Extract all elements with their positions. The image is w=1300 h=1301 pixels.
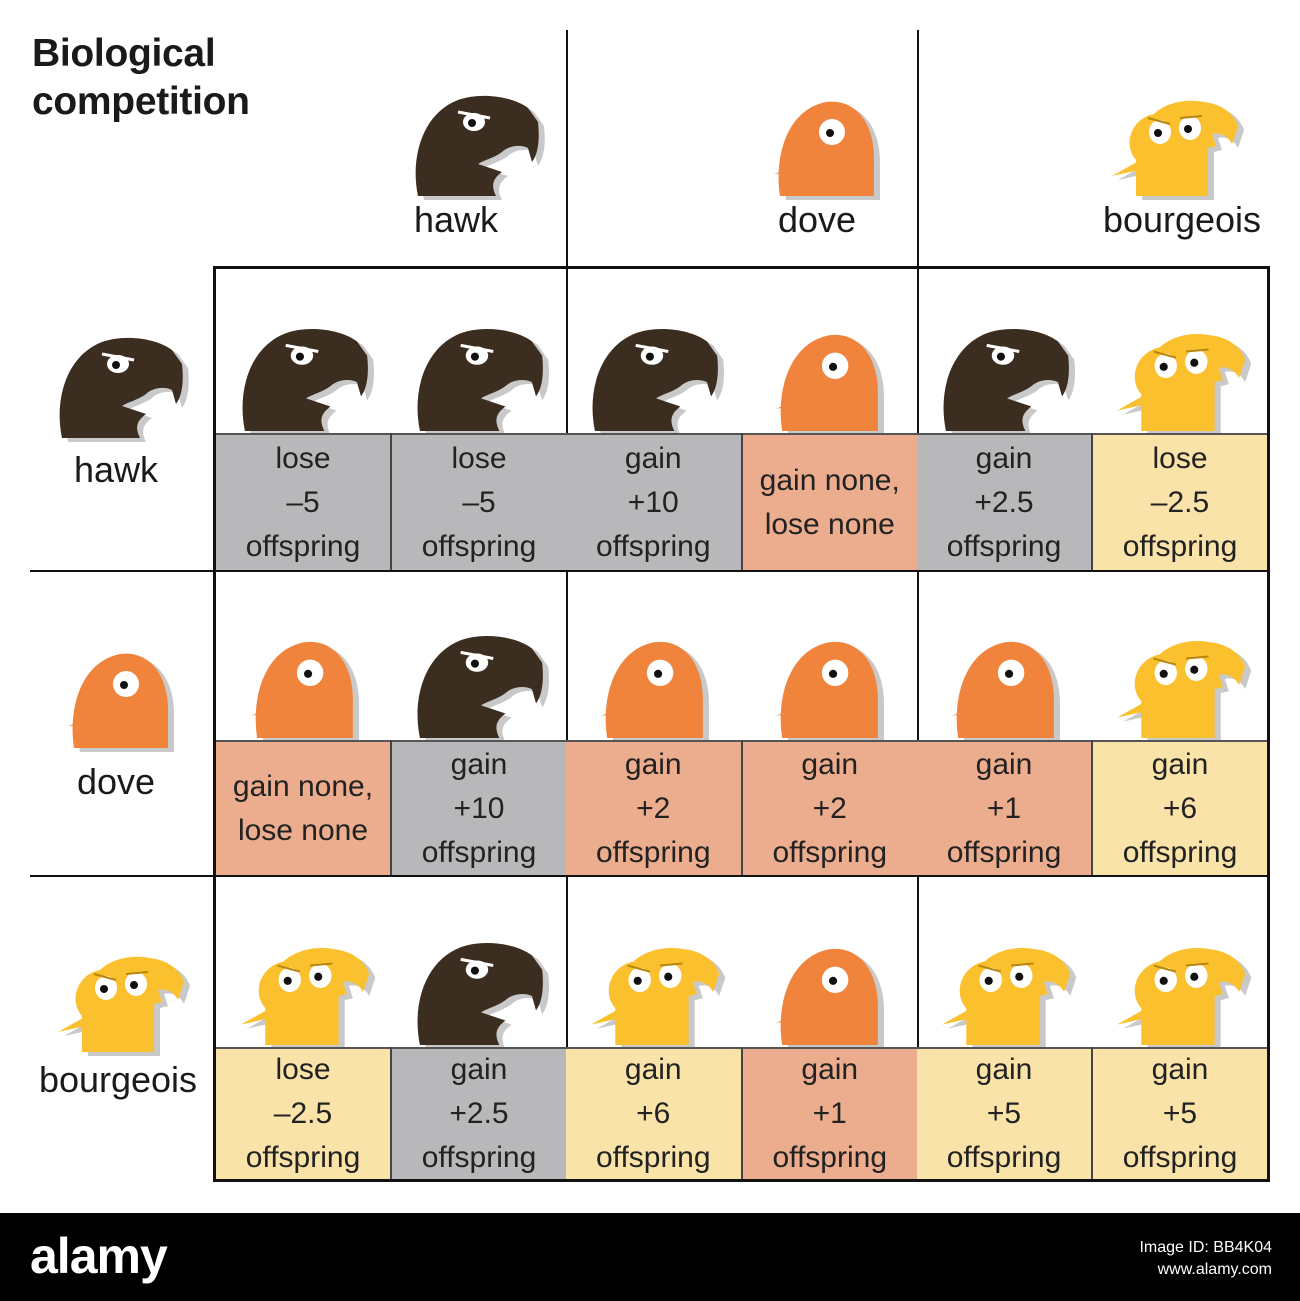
- cell-split-divider: [390, 433, 392, 570]
- row-label-hawk: hawk: [73, 449, 159, 490]
- hawk-head-icon: [415, 95, 545, 200]
- row-divider-1: [30, 570, 216, 572]
- hawk-head-icon: [417, 942, 549, 1050]
- bourgeois-head-icon: [590, 947, 726, 1050]
- table-col-divider-1: [566, 266, 568, 1182]
- payoff-cell-dove-vs-dove-row-player: gain +2 offspring: [566, 740, 741, 875]
- payoff-text: lose –2.5 offspring: [245, 1053, 361, 1174]
- payoff-cell-dove-vs-bourgeois-col-player: gain +6 offspring: [1093, 740, 1267, 875]
- bourgeois-head-icon: [240, 947, 375, 1050]
- cell-split-divider: [740, 740, 743, 875]
- hawk-head-icon: [59, 337, 189, 442]
- table-row-divider-2: [213, 875, 1270, 877]
- row-label-dove: dove: [76, 761, 156, 802]
- payoff-text: gain none, lose none: [232, 769, 374, 847]
- footer-info: Image ID: BB4K04 www.alamy.com: [1139, 1237, 1272, 1281]
- cell-split-divider: [390, 1047, 392, 1179]
- hawk-head-icon: [417, 635, 549, 743]
- table-border-right: [1267, 266, 1270, 1182]
- payoff-cell-hawk-vs-hawk-col-player: lose –5 offspring: [392, 433, 566, 570]
- dove-head-icon: [776, 641, 885, 743]
- footer-image-id: Image ID: BB4K04: [1139, 1239, 1272, 1256]
- payoff-cell-bourgeois-vs-hawk-row-player: lose –2.5 offspring: [216, 1047, 390, 1179]
- payoff-text: gain +6 offspring: [1122, 747, 1238, 869]
- page-title: Biological competition: [32, 32, 250, 123]
- hawk-head-icon: [943, 328, 1075, 436]
- payoff-text: gain +2.5 offspring: [421, 1053, 537, 1174]
- payoff-text: gain +10 offspring: [595, 441, 711, 563]
- dove-head-icon: [250, 641, 359, 743]
- payoff-text: lose –2.5 offspring: [1122, 441, 1238, 563]
- cell-split-divider: [740, 1047, 743, 1179]
- payoff-text: lose –5 offspring: [245, 441, 361, 563]
- cell-split-divider: [390, 740, 392, 875]
- cell-split-divider: [1091, 740, 1093, 875]
- bourgeois-head-icon: [941, 947, 1076, 1050]
- bourgeois-head-icon: [1112, 100, 1244, 200]
- cell-split-divider: [1091, 1047, 1093, 1179]
- payoff-cell-bourgeois-vs-bourgeois-col-player: gain +5 offspring: [1093, 1047, 1267, 1179]
- payoff-cell-dove-vs-hawk-row-player: gain none, lose none: [216, 740, 390, 875]
- footer-bar: alamy Image ID: BB4K04 www.alamy.com: [0, 1213, 1300, 1301]
- payoff-text: gain +2.5 offspring: [946, 441, 1062, 563]
- row-divider-2: [30, 875, 216, 877]
- table-border-top: [213, 266, 1270, 269]
- payoff-text: gain +1 offspring: [946, 747, 1062, 869]
- column-label-bourgeois: bourgeois: [1102, 199, 1262, 240]
- dove-head-icon: [776, 334, 885, 436]
- header-divider-1: [566, 30, 568, 270]
- payoff-text: gain +5 offspring: [1122, 1053, 1238, 1174]
- payoff-text: gain +1 offspring: [772, 1053, 888, 1174]
- payoff-cell-dove-vs-bourgeois-row-player: gain +1 offspring: [917, 740, 1091, 875]
- dove-head-icon: [774, 101, 880, 200]
- payoff-text: gain +6 offspring: [595, 1053, 711, 1174]
- header-divider-2: [917, 30, 919, 270]
- payoff-text: gain +2 offspring: [772, 747, 888, 869]
- payoff-cell-hawk-vs-hawk-row-player: lose –5 offspring: [216, 433, 390, 570]
- column-label-hawk: hawk: [413, 199, 499, 240]
- payoff-cell-bourgeois-vs-dove-col-player: gain +1 offspring: [742, 1047, 917, 1179]
- payoff-cell-hawk-vs-dove-col-player: gain none, lose none: [742, 433, 917, 570]
- footer-brand-logo: alamy: [30, 1228, 168, 1284]
- dove-head-icon: [68, 653, 174, 752]
- cell-split-divider: [740, 433, 743, 570]
- column-label-dove: dove: [777, 199, 857, 240]
- footer-url: www.alamy.com: [1157, 1261, 1272, 1278]
- payoff-cell-dove-vs-dove-col-player: gain +2 offspring: [742, 740, 917, 875]
- hawk-head-icon: [242, 328, 374, 436]
- payoff-cell-dove-vs-hawk-col-player: gain +10 offspring: [392, 740, 566, 875]
- hawk-head-icon: [417, 328, 549, 436]
- row-label-bourgeois: bourgeois: [38, 1059, 198, 1100]
- payoff-cell-bourgeois-vs-dove-row-player: gain +6 offspring: [566, 1047, 741, 1179]
- dove-head-icon: [951, 641, 1060, 743]
- table-border-bottom: [213, 1179, 1270, 1182]
- payoff-text: gain none, lose none: [759, 463, 900, 541]
- payoff-cell-hawk-vs-dove-row-player: gain +10 offspring: [566, 433, 741, 570]
- payoff-cell-bourgeois-vs-hawk-col-player: gain +2.5 offspring: [392, 1047, 566, 1179]
- table-col-divider-2: [917, 266, 919, 1182]
- payoff-text: gain +5 offspring: [946, 1053, 1062, 1174]
- dove-head-icon: [600, 641, 709, 743]
- dove-head-icon: [776, 948, 885, 1050]
- payoff-cell-hawk-vs-bourgeois-row-player: gain +2.5 offspring: [917, 433, 1091, 570]
- payoff-text: gain +10 offspring: [421, 747, 537, 869]
- payoff-cell-bourgeois-vs-bourgeois-row-player: gain +5 offspring: [917, 1047, 1091, 1179]
- table-row-divider-1: [213, 570, 1270, 572]
- table-border-left: [213, 266, 216, 1182]
- payoff-text: lose –5 offspring: [421, 441, 537, 563]
- payoff-cell-hawk-vs-bourgeois-col-player: lose –2.5 offspring: [1093, 433, 1267, 570]
- hawk-head-icon: [592, 328, 724, 436]
- cell-split-divider: [1091, 433, 1093, 570]
- bourgeois-head-icon: [1116, 947, 1251, 1050]
- bourgeois-head-icon: [1116, 333, 1251, 436]
- bourgeois-head-icon: [1116, 640, 1251, 743]
- bourgeois-head-icon: [58, 956, 190, 1056]
- payoff-text: gain +2 offspring: [595, 747, 711, 869]
